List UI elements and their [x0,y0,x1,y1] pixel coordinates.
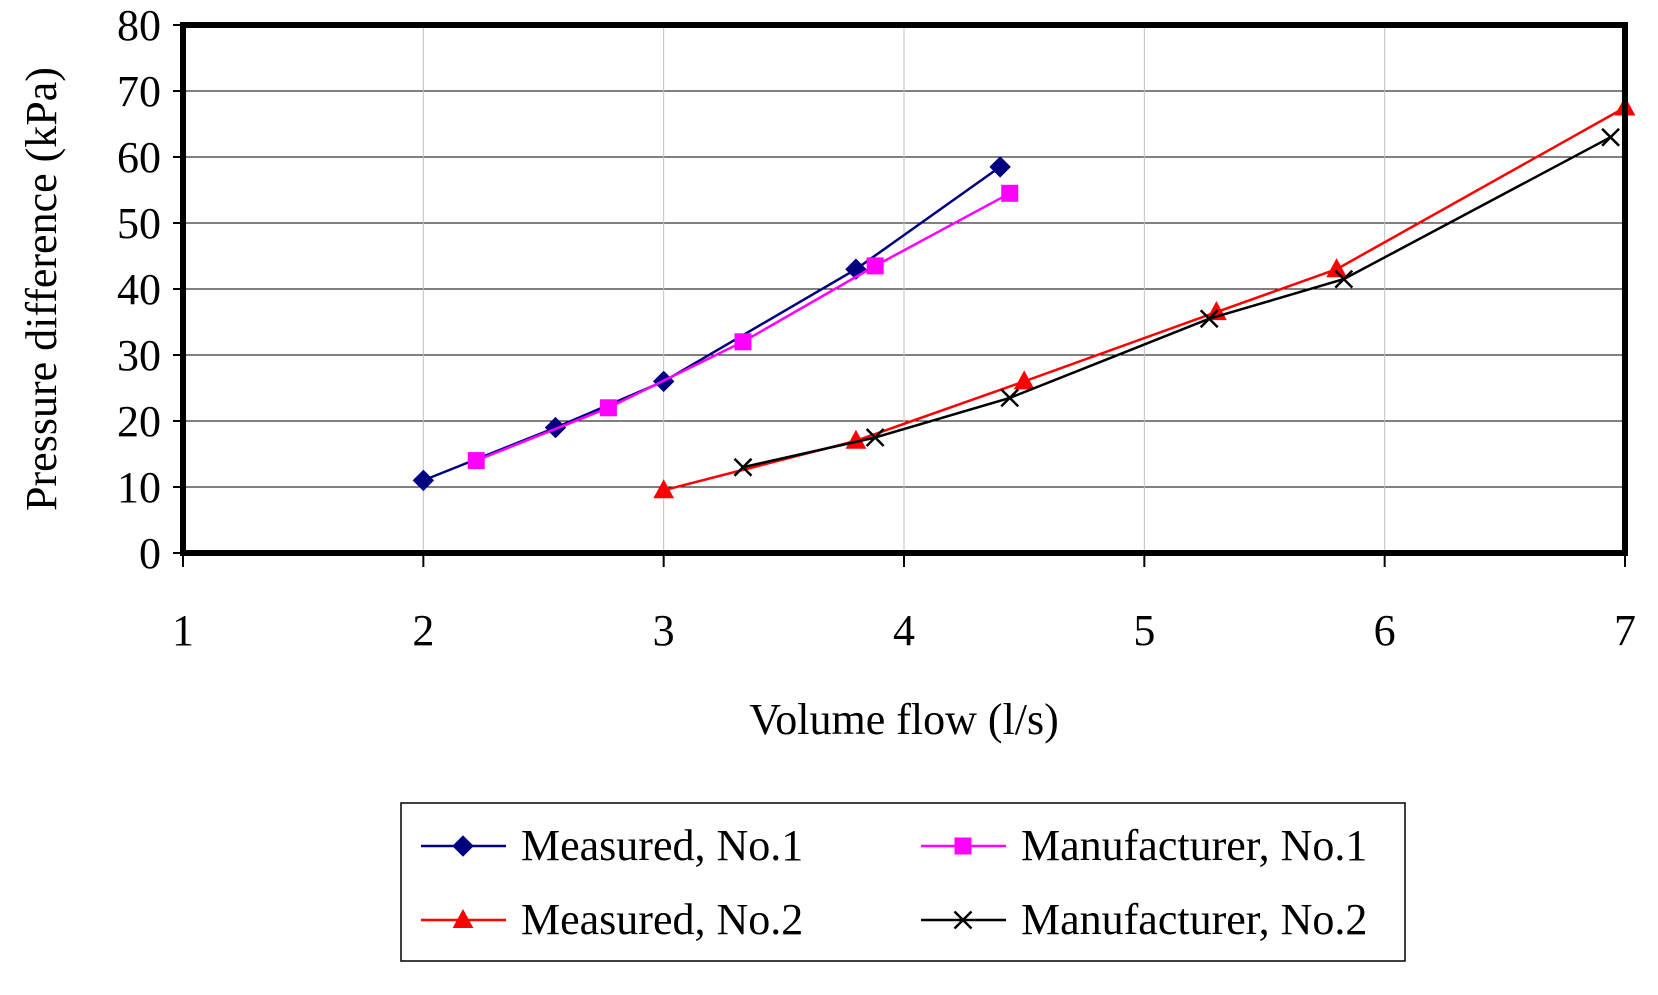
series-line [422,165,1001,482]
y-tick-label: 30 [117,331,161,380]
x-tick-label: 1 [172,606,194,655]
marker-triangle [452,908,474,928]
y-tick-label: 40 [117,265,161,314]
marker-x-stroke [865,428,885,447]
legend-label: Manufacturer, No.2 [1021,895,1367,944]
y-tick-label: 80 [117,1,161,50]
series-2 [467,184,1019,470]
y-axis-label: Pressure difference (kPa) [17,67,66,511]
legend-item: Manufacturer, No.1 [921,821,1367,870]
marker-diamond [452,835,474,857]
marker-triangle [1326,258,1347,278]
y-tick-label: 50 [117,199,161,248]
x-tick-label: 5 [1133,606,1155,655]
marker-x [1601,127,1620,147]
series-1 [412,156,1011,492]
marker-x [865,428,885,447]
x-tick-label: 7 [1614,606,1636,655]
marker-x [1000,388,1020,408]
marker-x [1199,309,1219,329]
x-tick-label: 6 [1374,606,1396,655]
marker-square [467,452,485,470]
x-tick-label: 2 [412,606,434,655]
marker-square [734,333,752,351]
marker-x-stroke [1334,269,1354,289]
marker-x-stroke [1601,127,1620,147]
marker-diamond [412,469,435,492]
marker-x-stroke [733,457,753,477]
marker-square [1001,184,1019,202]
y-tick-label: 20 [117,397,161,446]
x-tick-label: 4 [893,606,915,655]
legend-label: Measured, No.1 [521,821,803,870]
marker-square [954,837,972,855]
marker-x-stroke [1199,309,1219,329]
y-tick-label: 10 [117,463,161,512]
gridlines [182,24,1626,554]
series-4 [733,127,1620,477]
marker-x-stroke [1000,388,1020,408]
axis-ticks: 0 10 20 30 40 50 60 70 80 1 2 3 4 5 6 7 [117,1,1636,655]
legend: Measured, No.1 Manufacturer, No.1 Measured… [400,802,1406,962]
legend-label: Measured, No.2 [521,895,803,944]
marker-square [866,257,884,275]
marker-triangle [1013,370,1035,390]
legend-box [400,802,1406,962]
y-tick-label: 70 [117,67,161,116]
y-tick-label: 60 [117,133,161,182]
y-tick-label: 0 [139,529,161,578]
legend-item: Manufacturer, No.2 [921,895,1367,944]
marker-x [1334,269,1354,289]
x-axis-label: Volume flow (l/s) [749,695,1059,744]
marker-triangle [653,479,675,499]
series-line [742,136,1612,469]
legend-item: Measured, No.1 [421,821,803,870]
marker-x-stroke [953,910,973,930]
legend-label: Manufacturer, No.1 [1021,821,1367,870]
marker-x [733,457,753,477]
series-layer [412,96,1636,499]
x-tick-label: 3 [653,606,675,655]
marker-x [953,910,973,930]
marker-square [599,399,617,417]
marker-diamond [989,156,1011,178]
legend-item: Measured, No.2 [421,895,803,944]
